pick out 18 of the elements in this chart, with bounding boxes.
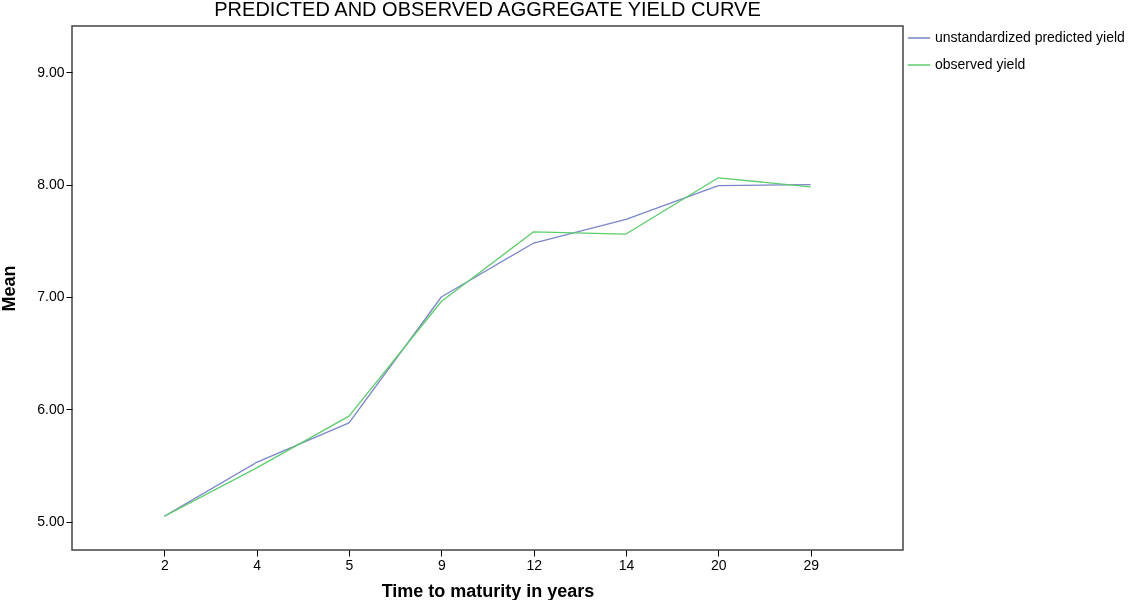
x-tick-label: 12 <box>526 556 543 573</box>
x-tick-label: 4 <box>253 556 262 573</box>
x-tick-label: 20 <box>711 556 727 573</box>
x-tick-label: 5 <box>345 556 354 573</box>
x-tick-label: 29 <box>803 556 820 573</box>
y-tick-label: 8.00 <box>37 176 65 193</box>
legend-label: unstandardized predicted yield <box>935 29 1125 45</box>
x-tick-label: 2 <box>160 556 169 573</box>
legend-label: observed yield <box>935 56 1026 72</box>
y-tick-label: 7.00 <box>37 288 65 305</box>
y-tick-label: 5.00 <box>37 513 65 530</box>
x-tick-label: 14 <box>618 556 635 573</box>
y-tick-label: 6.00 <box>37 400 65 417</box>
y-tick-label: 9.00 <box>37 63 65 80</box>
chart-title: PREDICTED AND OBSERVED AGGREGATE YIELD CURVE <box>214 0 761 20</box>
x-tick-label: 9 <box>437 556 446 573</box>
y-axis-title: Mean <box>0 265 20 312</box>
x-axis-title: Time to maturity in years <box>381 580 595 601</box>
